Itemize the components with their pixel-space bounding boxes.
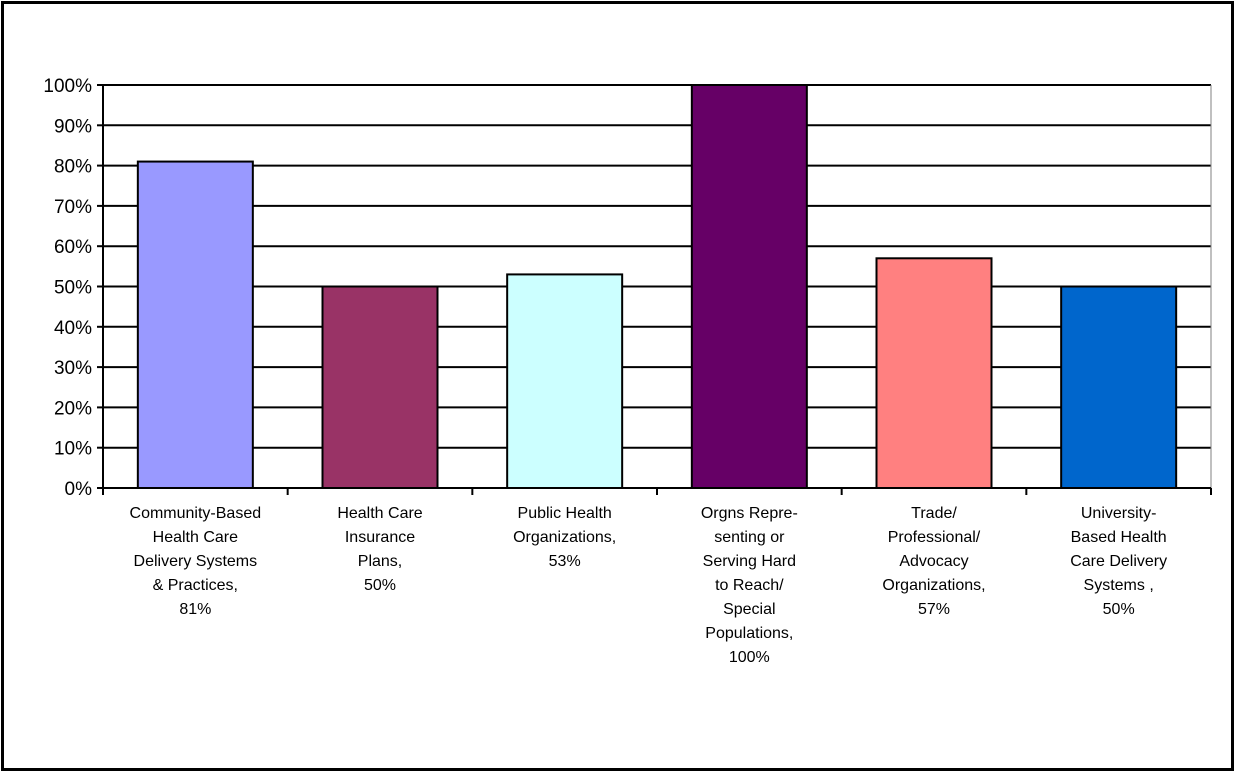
y-tick-label: 10% (54, 439, 92, 460)
bar (1061, 287, 1176, 489)
axes (97, 85, 1211, 495)
bar (507, 274, 622, 488)
y-tick-label: 70% (54, 197, 92, 218)
y-tick-label: 0% (65, 479, 93, 500)
x-category-label: Community-Based Health Care Delivery Sys… (120, 502, 270, 622)
y-tick-label: 80% (54, 157, 92, 178)
y-tick-label: 50% (54, 278, 92, 299)
y-tick-label: 30% (54, 358, 92, 379)
y-tick-label: 60% (54, 237, 92, 258)
x-category-label: Public Health Organizations, 53% (490, 502, 640, 574)
bar (877, 258, 992, 488)
bar (323, 287, 438, 489)
x-category-label: Trade/ Professional/ Advocacy Organizati… (859, 502, 1009, 622)
x-category-label: Health Care Insurance Plans, 50% (305, 502, 455, 598)
x-category-label: University- Based Health Care Delivery S… (1044, 502, 1194, 622)
y-tick-label: 90% (54, 116, 92, 137)
gridlines (103, 85, 1211, 448)
y-tick-labels: 0% 10% 20% 30% 40% 50% 60% 70% 80% 90% 100% (43, 76, 92, 500)
x-category-label: Orgns Repre- senting or Serving Hard to … (674, 502, 824, 670)
y-tick-label: 100% (43, 76, 92, 97)
bar (692, 85, 807, 488)
y-tick-label: 40% (54, 318, 92, 339)
bar (138, 162, 253, 488)
y-tick-label: 20% (54, 398, 92, 419)
